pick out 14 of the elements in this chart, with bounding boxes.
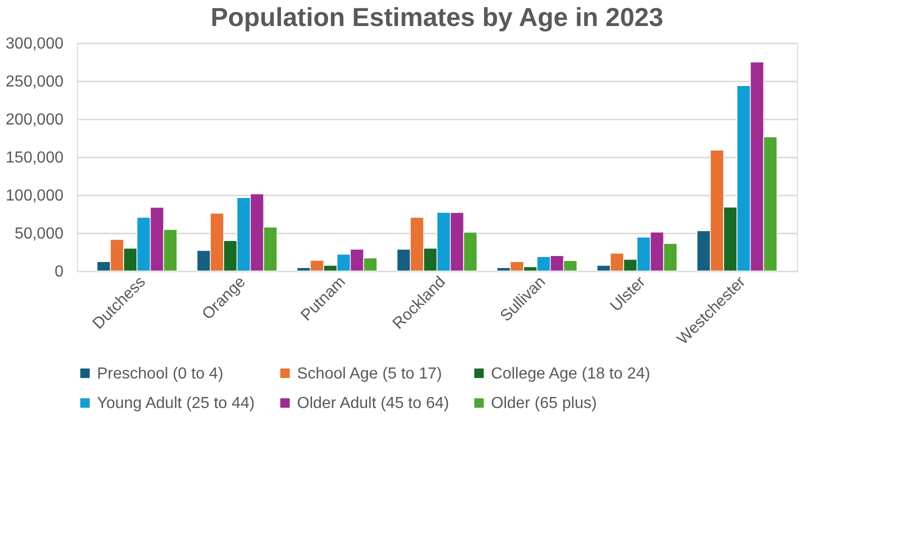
y-tick-label: 100,000 (6, 188, 64, 204)
y-tick-label: 300,000 (6, 36, 64, 52)
legend-label: College Age (18 to 24) (491, 365, 650, 382)
legend-label: Older (65 plus) (491, 395, 597, 412)
chart-title: Population Estimates by Age in 2023 (210, 2, 664, 32)
y-tick-label: 0 (54, 264, 64, 280)
y-tick-label: 50,000 (14, 226, 64, 242)
legend-label: School Age (5 to 17) (297, 365, 442, 382)
legend-label: Older Adult (45 to 64) (297, 395, 450, 412)
legend-label: Young Adult (25 to 44) (97, 395, 255, 412)
y-tick-label: 150,000 (6, 150, 64, 166)
y-tick-label: 200,000 (6, 112, 64, 128)
legend-label: Preschool (0 to 4) (97, 365, 224, 382)
y-tick-label: 250,000 (6, 74, 64, 90)
